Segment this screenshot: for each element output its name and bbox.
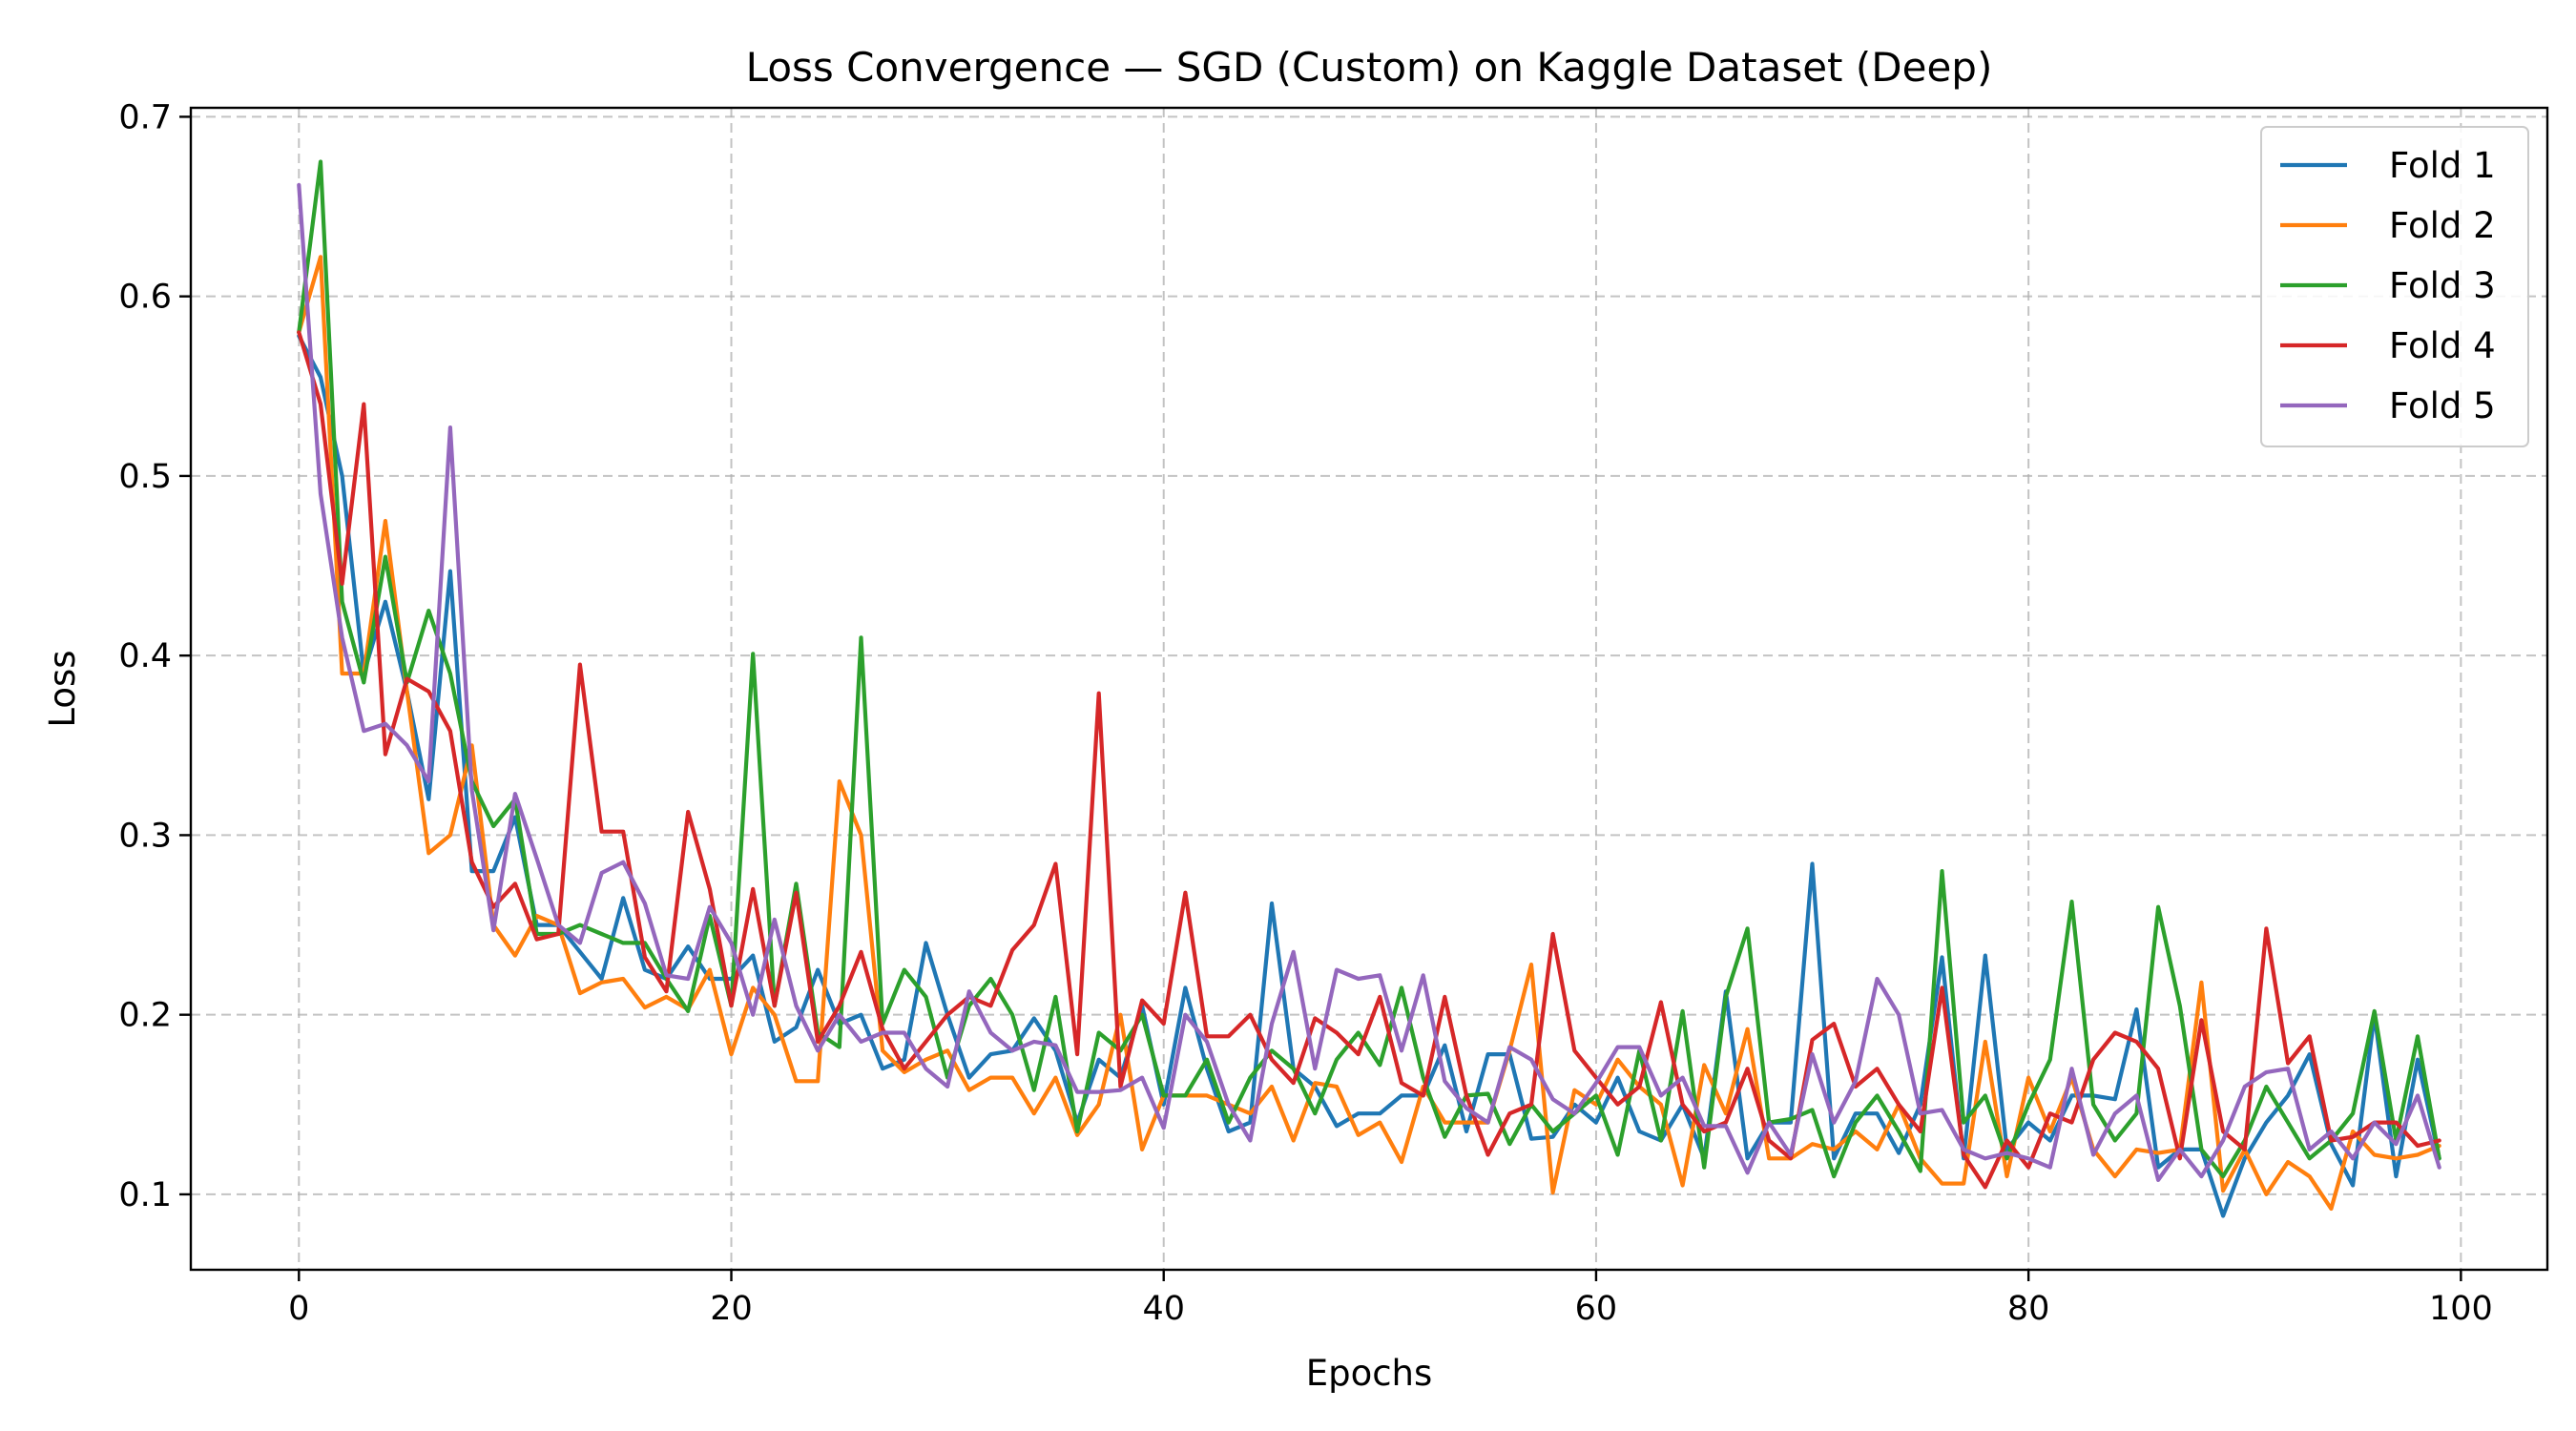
y-tick-label: 0.2 [118, 997, 172, 1035]
x-tick-label: 20 [710, 1290, 753, 1328]
series-line-fold-4 [297, 330, 2441, 1190]
legend-label: Fold 1 [2389, 145, 2496, 186]
y-tick-label: 0.4 [118, 637, 172, 675]
axis-ticks: 0 20 40 60 80 100 0.1 0.2 0.3 0.4 0.5 0.6 0.7 [118, 98, 2492, 1328]
y-tick-label: 0.1 [118, 1176, 172, 1214]
series-line-fold-5 [297, 182, 2441, 1183]
x-axis-label: Epochs [1306, 1353, 1433, 1394]
series-lines [297, 159, 2441, 1218]
legend: Fold 1 Fold 2 Fold 3 Fold 4 Fold 5 [2260, 126, 2529, 447]
x-tick-label: 60 [1575, 1290, 1618, 1328]
plot-frame [189, 106, 2549, 1272]
y-tick-label: 0.5 [118, 458, 172, 496]
legend-label: Fold 5 [2389, 385, 2496, 426]
y-axis-label: Loss [42, 650, 83, 727]
x-tick-label: 100 [2429, 1290, 2493, 1328]
y-tick-label: 0.7 [118, 98, 172, 136]
x-tick-label: 0 [288, 1290, 309, 1328]
grid [191, 108, 2547, 1270]
x-tick-label: 40 [1142, 1290, 1185, 1328]
legend-box [2260, 126, 2529, 447]
y-tick-label: 0.3 [118, 817, 172, 855]
series-line-fold-3 [297, 159, 2441, 1179]
x-tick-label: 80 [2007, 1290, 2050, 1328]
legend-label: Fold 2 [2389, 205, 2496, 246]
legend-label: Fold 3 [2389, 265, 2496, 306]
y-tick-label: 0.6 [118, 279, 172, 317]
chart-title: Loss Convergence — SGD (Custom) on Kaggl… [746, 44, 1993, 91]
legend-label: Fold 4 [2389, 325, 2496, 366]
